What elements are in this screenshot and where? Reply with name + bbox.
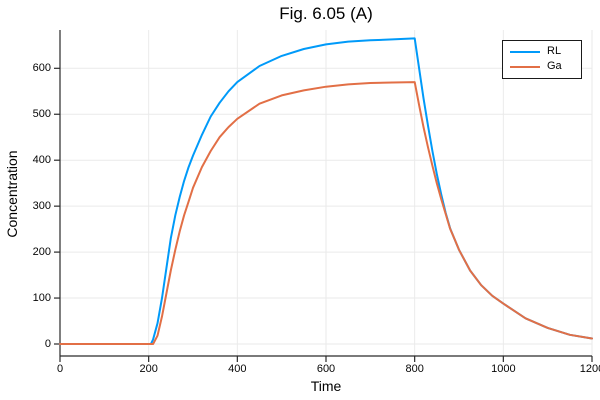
x-tick-label-600: 600	[316, 363, 336, 375]
legend-label-ga: Ga	[547, 60, 562, 72]
y-tick-label-100: 100	[32, 292, 51, 305]
series-line-Ga	[59, 81, 593, 345]
chart-title: Fig. 6.05 (A)	[279, 4, 373, 23]
y-tick-label-400: 400	[32, 154, 51, 167]
legend-entry-rl: RL	[510, 44, 574, 59]
rl-line-sample-icon	[510, 50, 540, 53]
x-tick-label-200: 200	[139, 363, 158, 375]
y-axis-label: Concentration	[4, 150, 20, 238]
x-tick-label-0: 0	[56, 363, 64, 375]
legend-label-rl: RL	[547, 45, 562, 57]
y-tick-label-200: 200	[32, 246, 51, 259]
x-axis-label: Time	[310, 378, 342, 394]
y-tick-label-500: 500	[32, 108, 51, 121]
x-tick-label-400: 400	[228, 363, 247, 375]
legend-entry-ga: Ga	[510, 59, 574, 74]
y-tick-label-600: 600	[32, 62, 51, 75]
x-tick-label-800: 800	[405, 363, 424, 375]
legend: RL Ga	[502, 40, 582, 79]
x-tick-label-1000: 1000	[491, 363, 516, 375]
y-tick-label-0: 0	[44, 338, 51, 350]
y-tick-label-300: 300	[32, 200, 51, 213]
ga-line-sample-icon	[510, 65, 540, 68]
